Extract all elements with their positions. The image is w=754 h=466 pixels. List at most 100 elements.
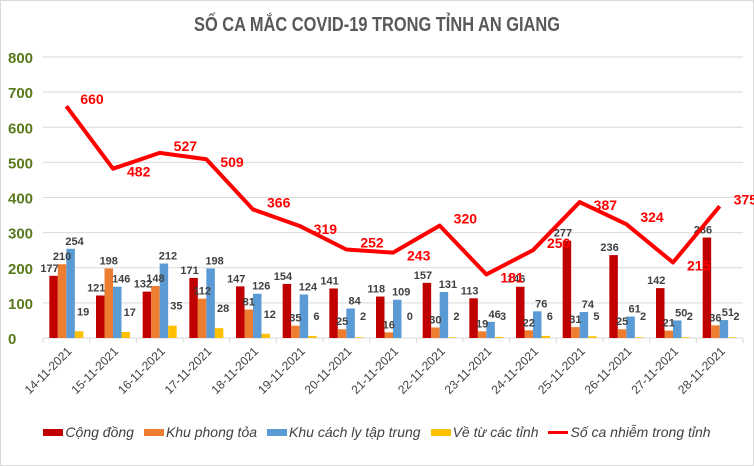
bar-data-label: 2 [733, 311, 739, 323]
bar [282, 283, 292, 338]
bar-data-label: 12 [264, 309, 276, 321]
line-data-label: 366 [267, 194, 291, 210]
line-data-label: 319 [314, 221, 338, 237]
bar-data-label: 84 [348, 295, 361, 307]
bar [214, 328, 224, 338]
bar-data-label: 5 [593, 311, 599, 323]
bar [354, 337, 364, 338]
line-data-label: 320 [454, 211, 478, 227]
line-data-label: 482 [127, 164, 151, 180]
bar [384, 332, 393, 338]
bar [711, 325, 720, 338]
bar-data-label: 146 [112, 274, 130, 286]
bar-data-label: 121 [87, 282, 105, 294]
x-tick-label: 14-11-2021 [22, 344, 75, 397]
bar-data-label: 210 [53, 251, 71, 263]
line-data-labels: 660 482 527 509 366 319 252 243 320 181 250 387 324 2… [80, 91, 754, 285]
bar [626, 316, 635, 338]
bar-data-label: 147 [227, 273, 245, 285]
y-tick-label: 700 [8, 85, 33, 102]
legend-bar-swatch-icon [430, 428, 451, 436]
bar-data-label: 19 [476, 318, 488, 330]
bar [477, 331, 487, 338]
bar-data-label: 212 [159, 251, 177, 263]
y-tick-label: 500 [8, 155, 33, 172]
bar-data-label: 236 [600, 242, 618, 254]
legend-item: Cộng đồng [43, 424, 134, 440]
bar [346, 308, 355, 338]
line-data-label: 324 [640, 209, 664, 225]
bar-data-label: 132 [134, 279, 152, 291]
bar-data-label: 35 [289, 313, 301, 325]
legend-label: Về từ các tỉnh [452, 424, 539, 440]
x-tick-label: 22-11-2021 [395, 344, 448, 397]
bar [197, 298, 207, 338]
bar [337, 329, 347, 338]
bar-data-label: 16 [383, 319, 395, 331]
bar [571, 327, 580, 338]
bar [588, 336, 597, 338]
bar-data-label: 146 [507, 274, 525, 286]
bar [236, 286, 245, 338]
legend-item: Về từ các tỉnh [430, 424, 539, 440]
y-tick-label: 200 [8, 261, 33, 278]
y-tick-label: 400 [8, 191, 33, 208]
bar [681, 337, 690, 338]
bar-data-label: 154 [274, 271, 293, 283]
x-tick-label: 20-11-2021 [302, 344, 355, 397]
bar-data-label: 2 [687, 311, 693, 323]
x-tick-label: 17-11-2021 [162, 344, 215, 397]
bar-data-label: 124 [299, 281, 318, 293]
bar [448, 337, 457, 338]
bar-data-label: 118 [367, 284, 385, 296]
bar [422, 282, 432, 338]
x-tick-label: 19-11-2021 [255, 344, 308, 397]
chart-title: SỐ CA MẮC COVID-19 TRONG TỈNH AN GIANG [194, 14, 560, 36]
legend-bar-swatch-icon [143, 428, 164, 436]
y-tick-label: 800 [8, 50, 33, 67]
line-data-label: 215 [687, 257, 711, 273]
x-tick-label: 26-11-2021 [582, 344, 635, 397]
bar [291, 325, 300, 338]
line-data-label: 181 [500, 269, 524, 285]
bar-data-label: 21 [663, 318, 675, 330]
bar [673, 320, 682, 338]
bar [261, 333, 270, 338]
bar-data-label: 3 [500, 311, 506, 323]
bar [299, 294, 309, 338]
bar [579, 312, 589, 338]
bar-data-label: 22 [523, 317, 535, 329]
bar [562, 240, 572, 338]
bar-data-label: 31 [569, 314, 581, 326]
bar [151, 286, 160, 338]
bar-data-label: 6 [547, 311, 553, 323]
bar-data-label: 112 [193, 286, 211, 298]
bar [494, 336, 504, 338]
bar-data-label: 30 [429, 314, 441, 326]
y-tick-label: 100 [8, 296, 33, 313]
bar [308, 335, 317, 338]
bar [702, 237, 712, 338]
bar-data-label: 254 [65, 236, 84, 248]
bar-data-label: 148 [146, 273, 164, 285]
bar-data-label: 6 [313, 311, 319, 323]
bar-data-label: 2 [640, 311, 646, 323]
legend-label: Số ca nhiễm trong tỉnh [570, 424, 711, 440]
bar [533, 311, 542, 338]
bar-data-label: 46 [488, 309, 500, 321]
legend-label: Cộng đồng [65, 424, 134, 440]
x-tick-label: 15-11-2021 [68, 344, 121, 397]
bar-data-label: 142 [647, 275, 665, 287]
bar [634, 337, 644, 338]
bar [121, 332, 130, 338]
y-tick-label: 600 [8, 120, 33, 137]
bar-data-label: 141 [320, 275, 338, 287]
bar [168, 325, 177, 338]
bar-data-label: 0 [407, 311, 413, 323]
x-tick-label: 18-11-2021 [208, 344, 261, 397]
bar-data-label: 51 [722, 307, 734, 319]
bar-data-label: 25 [616, 316, 628, 328]
line-data-label: 375 [734, 191, 754, 207]
bar [609, 255, 618, 338]
